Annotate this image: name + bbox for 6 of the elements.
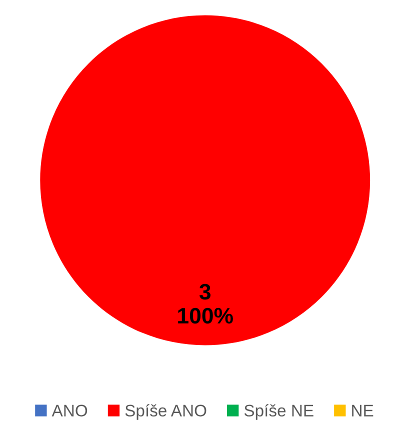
legend-label: ANO xyxy=(52,404,88,417)
legend-label: NE xyxy=(352,404,374,416)
legend-label: Spíše ANO xyxy=(125,404,206,420)
text: 100% xyxy=(178,308,233,324)
data-label: 3 xyxy=(199,284,210,300)
legend-label: Spíše NE xyxy=(244,404,314,420)
